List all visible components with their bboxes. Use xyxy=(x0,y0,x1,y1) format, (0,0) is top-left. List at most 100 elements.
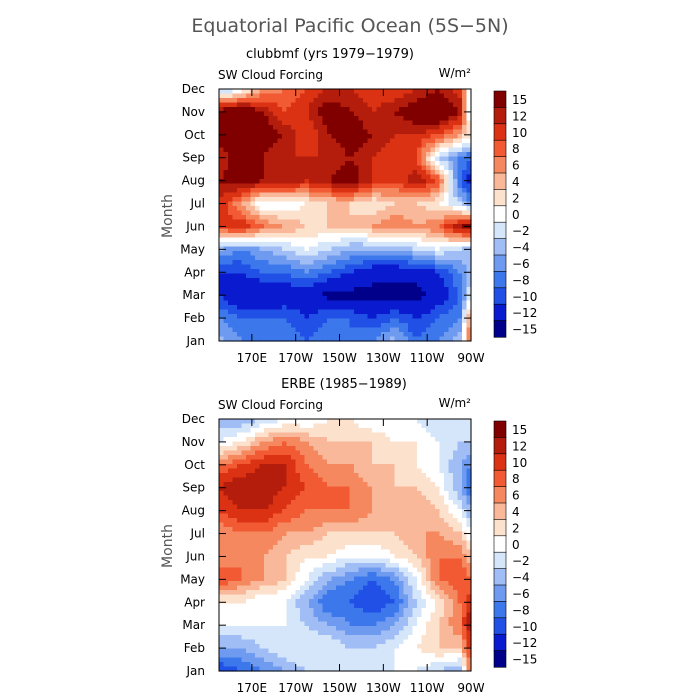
heatmap-cell xyxy=(246,464,252,470)
heatmap-cell xyxy=(291,419,297,425)
heatmap-cell xyxy=(376,518,382,524)
heatmap-cell xyxy=(381,518,387,524)
heatmap-cell xyxy=(336,446,342,452)
heatmap-cell xyxy=(367,336,373,342)
heatmap-cell xyxy=(412,332,418,338)
heatmap-cell xyxy=(435,152,441,158)
heatmap-cell xyxy=(439,165,445,171)
heatmap-cell xyxy=(264,554,270,560)
heatmap-cell xyxy=(462,318,468,324)
heatmap-cell xyxy=(448,138,454,144)
heatmap-cell xyxy=(309,291,315,297)
heatmap-cell xyxy=(421,260,427,266)
heatmap-cell xyxy=(277,527,283,533)
heatmap-cell xyxy=(255,527,261,533)
heatmap-cell xyxy=(372,98,378,104)
heatmap-cell xyxy=(372,255,378,261)
heatmap-cell xyxy=(246,332,252,338)
heatmap-cell xyxy=(403,432,409,438)
heatmap-cell xyxy=(318,545,324,551)
heatmap-cell xyxy=(327,468,333,474)
heatmap-cell xyxy=(439,120,445,126)
heatmap-cell xyxy=(408,129,414,135)
heatmap-cell xyxy=(331,251,337,257)
heatmap-cell xyxy=(426,165,432,171)
heatmap-cell xyxy=(453,437,459,443)
heatmap-cell xyxy=(241,527,247,533)
heatmap-cell xyxy=(313,278,319,284)
heatmap-cell xyxy=(282,545,288,551)
heatmap-cell xyxy=(430,192,436,198)
heatmap-cell xyxy=(304,549,310,555)
heatmap-cell xyxy=(457,134,463,140)
heatmap-cell xyxy=(313,464,319,470)
heatmap-cell xyxy=(421,513,427,519)
heatmap-cell xyxy=(394,206,400,212)
heatmap-cell xyxy=(358,531,364,537)
heatmap-cell xyxy=(282,170,288,176)
heatmap-cell xyxy=(412,500,418,506)
heatmap-cell xyxy=(376,423,382,429)
heatmap-cell xyxy=(232,143,238,149)
heatmap-cell xyxy=(349,102,355,108)
heatmap-cell xyxy=(421,125,427,131)
heatmap-cell xyxy=(286,197,292,203)
heatmap-cell xyxy=(399,219,405,225)
heatmap-cell xyxy=(385,179,391,185)
heatmap-cell xyxy=(367,450,373,456)
heatmap-cell xyxy=(367,242,373,248)
heatmap-cell xyxy=(232,93,238,99)
heatmap-cell xyxy=(291,255,297,261)
heatmap-cell xyxy=(462,446,468,452)
heatmap-cell xyxy=(354,89,360,95)
heatmap-cell xyxy=(273,509,279,515)
heatmap-cell xyxy=(259,147,265,153)
heatmap-cell xyxy=(259,192,265,198)
heatmap-cell xyxy=(295,260,301,266)
heatmap-cell xyxy=(291,314,297,320)
heatmap-cell xyxy=(246,450,252,456)
heatmap-cell xyxy=(457,197,463,203)
heatmap-cell xyxy=(444,300,450,306)
heatmap-cell xyxy=(291,170,297,176)
heatmap-cell xyxy=(318,269,324,275)
heatmap-cell xyxy=(349,98,355,104)
heatmap-cell xyxy=(331,188,337,194)
heatmap-cell xyxy=(327,432,333,438)
heatmap-cell xyxy=(430,255,436,261)
heatmap-cell xyxy=(331,549,337,555)
heatmap-cell xyxy=(304,93,310,99)
heatmap-cell xyxy=(273,174,279,180)
heatmap-cell xyxy=(358,500,364,506)
heatmap-cell xyxy=(444,432,450,438)
heatmap-cell xyxy=(264,188,270,194)
heatmap-cell xyxy=(232,192,238,198)
heatmap-cell xyxy=(322,224,328,230)
heatmap-cell xyxy=(318,282,324,288)
heatmap-cell xyxy=(282,455,288,461)
heatmap-cell xyxy=(259,509,265,515)
heatmap-cell xyxy=(228,269,234,275)
heatmap-cell xyxy=(385,111,391,117)
heatmap-cell xyxy=(246,246,252,252)
heatmap-cell xyxy=(457,206,463,212)
heatmap-cell xyxy=(340,554,346,560)
heatmap-cell xyxy=(322,206,328,212)
heatmap-cell xyxy=(309,540,315,546)
heatmap-cell xyxy=(408,522,414,528)
heatmap-cell xyxy=(246,446,252,452)
heatmap-cell xyxy=(403,419,409,425)
heatmap-cell xyxy=(466,536,472,542)
heatmap-cell xyxy=(264,161,270,167)
heatmap-cell xyxy=(232,237,238,243)
heatmap-cell xyxy=(300,278,306,284)
heatmap-cell xyxy=(246,509,252,515)
heatmap-cell xyxy=(448,464,454,470)
heatmap-cell xyxy=(399,111,405,117)
heatmap-cell xyxy=(223,107,229,113)
heatmap-cell xyxy=(390,419,396,425)
heatmap-cell xyxy=(394,419,400,425)
heatmap-cell xyxy=(313,459,319,465)
heatmap-cell xyxy=(372,513,378,519)
heatmap-cell xyxy=(286,215,292,221)
